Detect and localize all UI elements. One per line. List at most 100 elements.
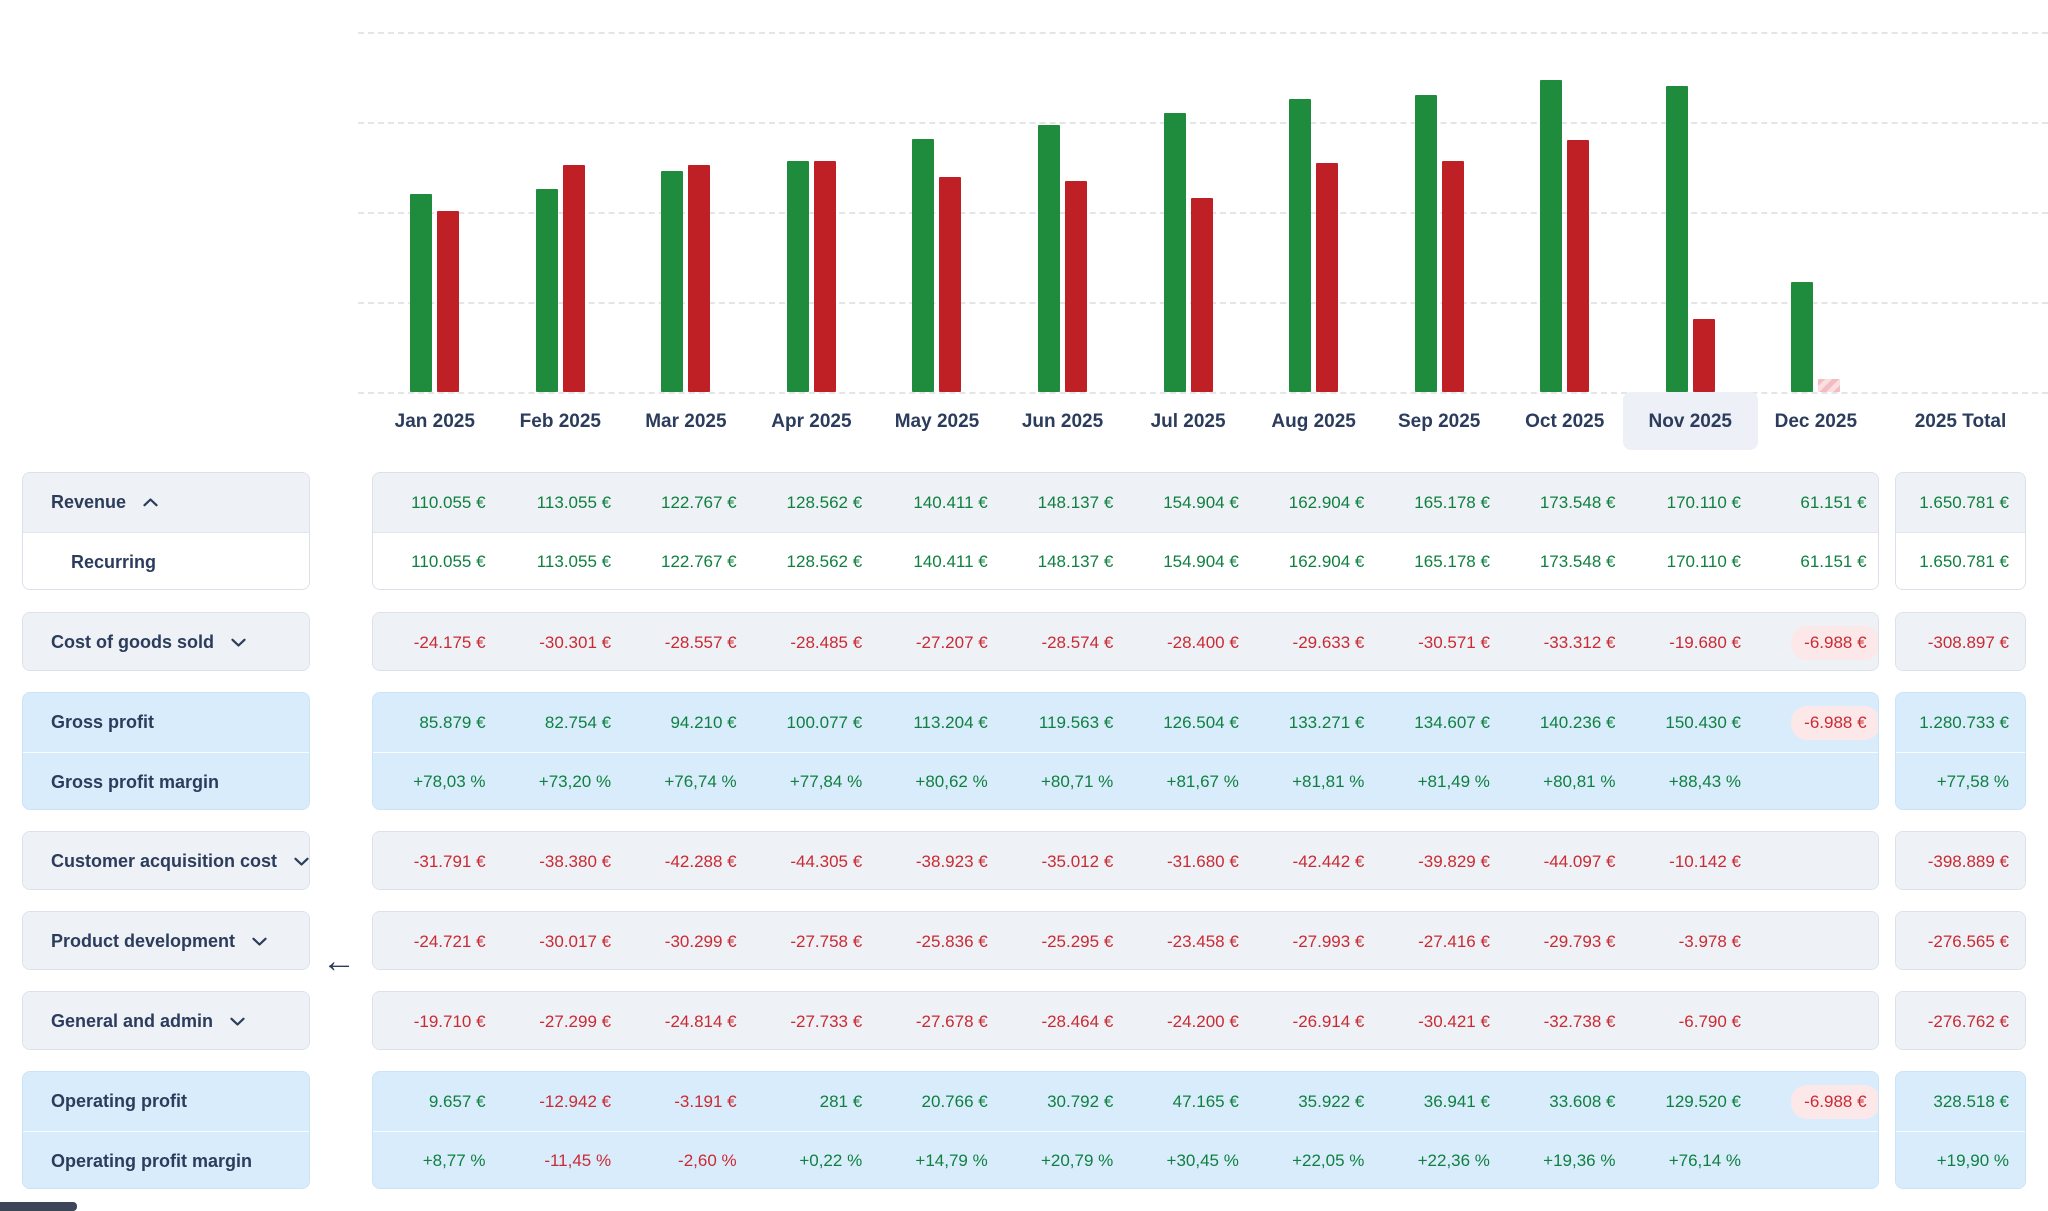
chevron-down-icon	[231, 634, 246, 652]
month-label-apr-2025[interactable]: Apr 2025	[771, 411, 852, 432]
total-text: -276.762 €	[1927, 1011, 2009, 1031]
value-text: 126.504 €	[1163, 712, 1239, 732]
row-label-text: Revenue	[51, 492, 127, 512]
value-cell: 94.210 €	[624, 713, 750, 733]
value-cell: 162.904 €	[1252, 493, 1378, 513]
value-cell: 173.548 €	[1503, 552, 1629, 572]
row-label-revenue[interactable]: Revenue	[23, 473, 309, 532]
value-text: -25.836 €	[915, 931, 988, 951]
month-label-aug-2025[interactable]: Aug 2025	[1271, 411, 1356, 432]
value-cell: -30.299 €	[624, 932, 750, 952]
month-label-nov-2025[interactable]: Nov 2025	[1648, 411, 1732, 432]
value-cell: 154.904 €	[1126, 493, 1252, 513]
value-text: 113.204 €	[913, 712, 988, 732]
expenses-bar	[939, 177, 962, 392]
value-cell: +81,67 %	[1126, 772, 1252, 792]
row-group-values: -19.710 € -27.299 € -24.814 € -27.733 € -27.…	[372, 991, 1879, 1050]
total-text: +77,58 %	[1936, 772, 2009, 791]
value-text: -27.299 €	[539, 1011, 612, 1031]
row-group-values: -31.791 € -38.380 € -42.288 € -44.305 € -38.…	[372, 831, 1879, 890]
value-text: +73,20 %	[538, 772, 612, 791]
value-text: -30.301 €	[539, 632, 612, 652]
value-text: 82.754 €	[544, 712, 612, 732]
value-cell: +73,20 %	[499, 772, 625, 792]
value-cell: -11,45 %	[499, 1151, 625, 1171]
month-label-jan-2025[interactable]: Jan 2025	[394, 411, 475, 432]
value-cell: 281 €	[750, 1092, 876, 1112]
value-text: -31.680 €	[1166, 851, 1239, 871]
total-cell: -308.897 €	[1896, 633, 2025, 653]
total-text: 1.650.781 €	[1919, 492, 2009, 512]
value-text: 140.411 €	[913, 492, 988, 512]
value-text: -28.557 €	[664, 632, 737, 652]
row-group-labels: Gross profit Gross profit margin	[22, 692, 310, 810]
value-text: -32.738 €	[1543, 1011, 1616, 1031]
value-cell: 170.110 €	[1628, 493, 1754, 513]
row-label-text: Gross profit	[51, 712, 155, 732]
month-label-dec-2025[interactable]: Dec 2025	[1774, 411, 1858, 432]
row-label-text: Product development	[51, 931, 236, 951]
value-text: -31.791 €	[413, 851, 486, 871]
month-label-oct-2025[interactable]: Oct 2025	[1525, 411, 1605, 432]
value-cell: 150.430 €	[1628, 713, 1754, 733]
value-text: +78,03 %	[413, 772, 486, 791]
month-label-mar-2025[interactable]: Mar 2025	[645, 411, 727, 432]
row-group-total: -276.762 €	[1895, 991, 2026, 1050]
row-label-cost-of-goods-sold[interactable]: Cost of goods sold	[23, 613, 309, 670]
row-total: -276.762 €	[1896, 992, 2025, 1049]
warning-value: -6.988 €	[1791, 705, 1878, 740]
row-label-recurring[interactable]: Recurring	[23, 532, 309, 589]
row-label-customer-acquisition-cost[interactable]: Customer acquisition cost	[23, 832, 309, 889]
row-values: 110.055 € 113.055 € 122.767 € 128.562 € 140.…	[373, 532, 1878, 589]
row-label-operating-profit-margin[interactable]: Operating profit margin	[23, 1131, 309, 1188]
row-label-gross-profit-margin[interactable]: Gross profit margin	[23, 752, 309, 809]
revenue-bar	[1289, 99, 1312, 392]
value-cell: +76,14 %	[1628, 1151, 1754, 1171]
collapse-table-arrow[interactable]: ←	[322, 942, 356, 980]
total-cell: +77,58 %	[1896, 772, 2025, 792]
value-cell: -44.097 €	[1503, 852, 1629, 872]
revenue-bar	[912, 139, 935, 392]
value-text: +20,79 %	[1040, 1151, 1114, 1170]
row-values: -24.721 € -30.017 € -30.299 € -27.758 € -25.…	[373, 912, 1878, 969]
value-text: 148.137 €	[1037, 552, 1114, 571]
value-cell: -19.710 €	[373, 1012, 499, 1032]
month-label-may-2025[interactable]: May 2025	[894, 411, 980, 432]
value-cell: -10.142 €	[1628, 852, 1754, 872]
chart-gridline	[358, 32, 2048, 34]
value-cell: 85.879 €	[373, 713, 499, 733]
value-text: +81,81 %	[1292, 772, 1365, 791]
value-text: -19.680 €	[1669, 632, 1742, 652]
row-total: 1.280.733 €	[1896, 693, 2025, 752]
revenue-bar	[1163, 113, 1186, 392]
month-label-feb-2025[interactable]: Feb 2025	[519, 411, 601, 432]
row-label-text: Cost of goods sold	[51, 632, 214, 652]
value-cell: 154.904 €	[1126, 552, 1252, 572]
row-label-operating-profit[interactable]: Operating profit	[23, 1072, 309, 1131]
month-label-jul-2025[interactable]: Jul 2025	[1150, 411, 1226, 432]
value-cell: 113.055 €	[499, 493, 625, 513]
row-total: -308.897 €	[1896, 613, 2025, 670]
month-label-sep-2025[interactable]: Sep 2025	[1397, 411, 1481, 432]
value-cell: 128.562 €	[750, 493, 876, 513]
value-text: 85.879 €	[419, 712, 486, 732]
value-cell: -33.312 €	[1503, 633, 1629, 653]
chevron-down-icon	[252, 933, 267, 951]
row-label-gross-profit[interactable]: Gross profit	[23, 693, 309, 752]
value-cell: -28.485 €	[750, 633, 876, 653]
value-text: -28.464 €	[1041, 1011, 1114, 1031]
value-cell: -27.416 €	[1377, 932, 1503, 952]
row-group-values: 9.657 € -12.942 € -3.191 € 281 € 20.766 € 30.…	[372, 1071, 1879, 1189]
row-values: -19.710 € -27.299 € -24.814 € -27.733 € -27.…	[373, 992, 1878, 1049]
value-cell: -27.299 €	[499, 1012, 625, 1032]
row-label-product-development[interactable]: Product development	[23, 912, 309, 969]
value-cell: -27.678 €	[875, 1012, 1001, 1032]
revenue-bar	[1540, 80, 1563, 392]
value-cell: -31.680 €	[1126, 852, 1252, 872]
value-cell: -29.793 €	[1503, 932, 1629, 952]
value-text: 165.178 €	[1414, 492, 1490, 512]
total-text: +19,90 %	[1936, 1151, 2009, 1170]
month-label-jun-2025[interactable]: Jun 2025	[1021, 411, 1104, 432]
row-label-text: Customer acquisition cost	[51, 851, 278, 871]
row-label-general-and-admin[interactable]: General and admin	[23, 992, 309, 1049]
